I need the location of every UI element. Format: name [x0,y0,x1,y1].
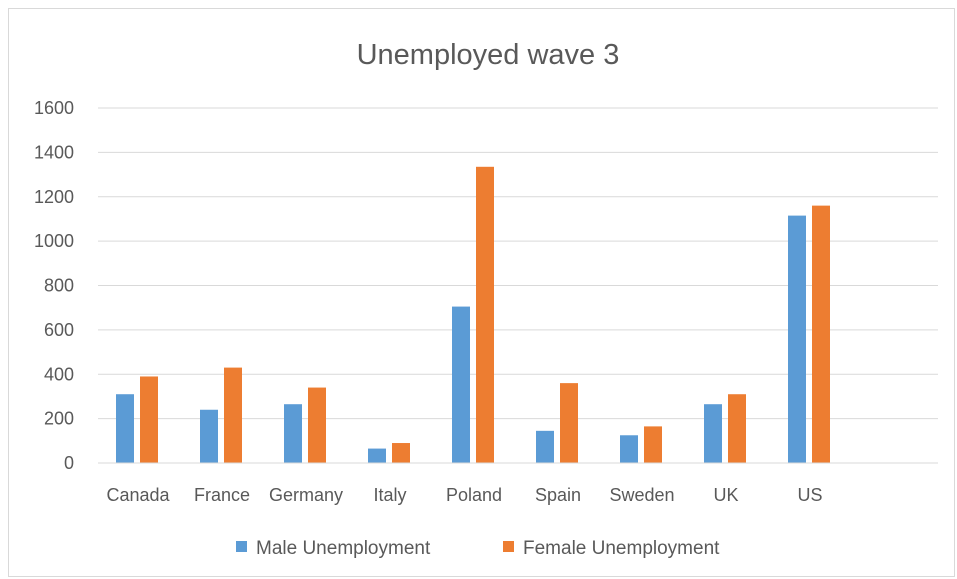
bar-male-canada [116,394,134,463]
bar-female-spain [560,383,578,463]
y-tick-label: 1200 [34,187,74,207]
x-tick-label: Spain [535,485,581,505]
x-tick-label: US [797,485,822,505]
x-tick-label: UK [713,485,738,505]
bar-male-germany [284,404,302,463]
legend-swatch [503,541,514,552]
x-tick-label: Canada [106,485,170,505]
y-tick-label: 1600 [34,98,74,118]
y-tick-label: 1400 [34,142,74,162]
bar-male-sweden [620,435,638,463]
y-tick-label: 1000 [34,231,74,251]
bar-female-sweden [644,426,662,463]
bar-female-germany [308,387,326,463]
y-tick-label: 600 [44,320,74,340]
bar-female-france [224,367,242,463]
y-tick-label: 400 [44,364,74,384]
bar-male-us [788,215,806,463]
legend-swatch [236,541,247,552]
legend: Male Unemployment Female Unemployment [236,538,720,559]
legend-label: Male Unemployment [256,538,431,559]
bar-male-italy [368,448,386,463]
bar-male-poland [452,306,470,463]
bar-female-us [812,205,830,463]
bars [116,166,830,463]
y-tick-label: 0 [64,453,74,473]
y-tick-label: 800 [44,276,74,296]
x-tick-label: Italy [373,485,406,505]
bar-male-spain [536,430,554,463]
legend-label: Female Unemployment [523,538,720,559]
bar-female-uk [728,394,746,463]
chart-title: Unemployed wave 3 [357,39,620,71]
y-axis-ticks: 0 200 400 600 800 1000 1200 1400 1600 [34,98,74,473]
x-tick-label: France [194,485,250,505]
x-tick-label: Poland [446,485,502,505]
y-tick-label: 200 [44,409,74,429]
x-tick-label: Germany [269,485,343,505]
bar-male-france [200,409,218,463]
x-tick-label: Sweden [609,485,674,505]
bar-female-poland [476,166,494,463]
bar-female-italy [392,443,410,463]
bar-male-uk [704,404,722,463]
bar-female-canada [140,376,158,463]
x-axis-ticks: Canada France Germany Italy Poland Spain Swede… [106,485,822,505]
